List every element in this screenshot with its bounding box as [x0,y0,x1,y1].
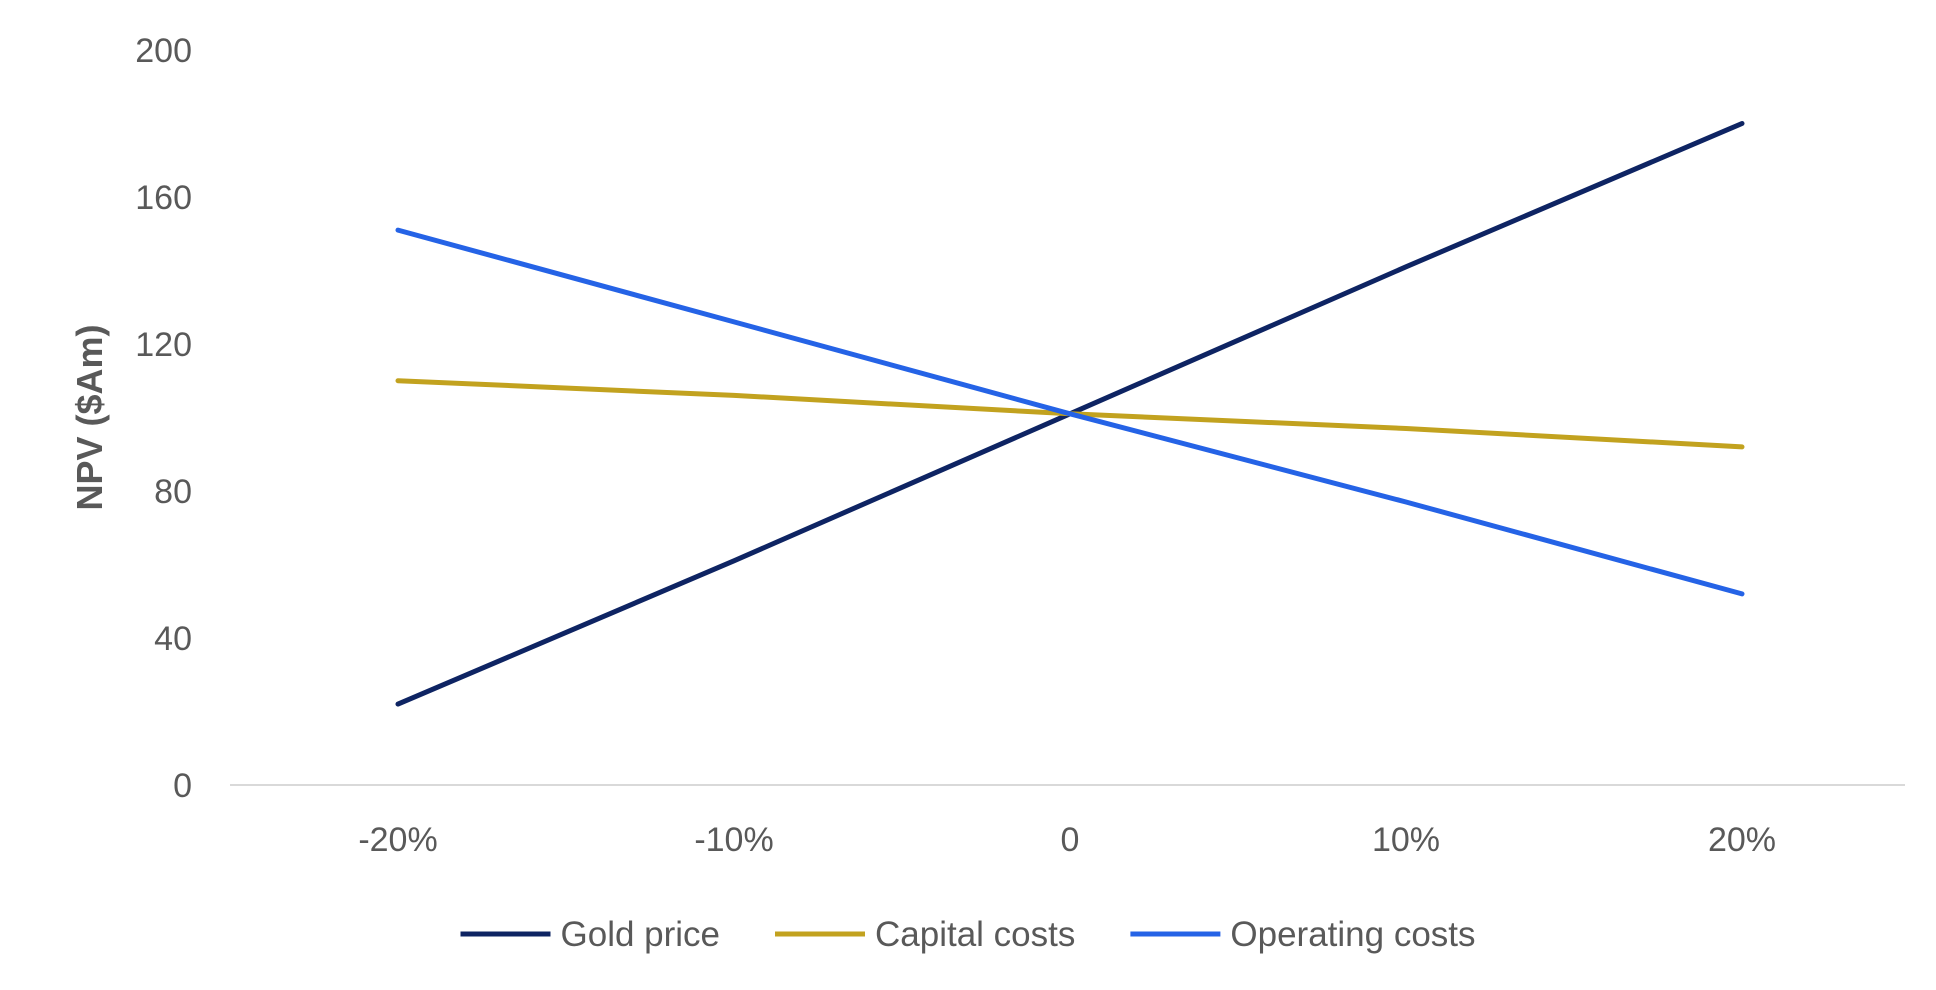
legend: Gold price Capital costs Operating costs [460,915,1476,954]
y-tick-label: 80 [154,473,192,511]
legend-label: Gold price [561,915,721,954]
x-tick-label: -10% [694,821,773,859]
x-tick-label: -20% [358,821,437,859]
legend-item: Capital costs [775,915,1075,954]
y-tick-label: 160 [135,179,192,217]
y-tick-label: 0 [173,767,192,805]
y-tick-label: 200 [135,32,192,70]
y-tick-label: 120 [135,326,192,364]
y-axis-ticks: 0 40 80 120 160 200 [135,32,192,805]
x-tick-label: 0 [1061,821,1080,859]
series-line-3 [395,227,1745,597]
legend-label: Operating costs [1230,915,1475,954]
series-layer [395,121,1745,707]
legend-item: Operating costs [1130,915,1476,954]
x-tick-label: 10% [1372,821,1440,859]
legend-item: Gold price [460,915,721,954]
y-axis-title: NPV ($Am) [69,324,110,510]
x-axis-ticks: -20% -10% 0 10% 20% [358,821,1776,859]
y-tick-label: 40 [154,620,192,658]
legend-label: Capital costs [875,915,1075,954]
x-tick-label: 20% [1708,821,1776,859]
